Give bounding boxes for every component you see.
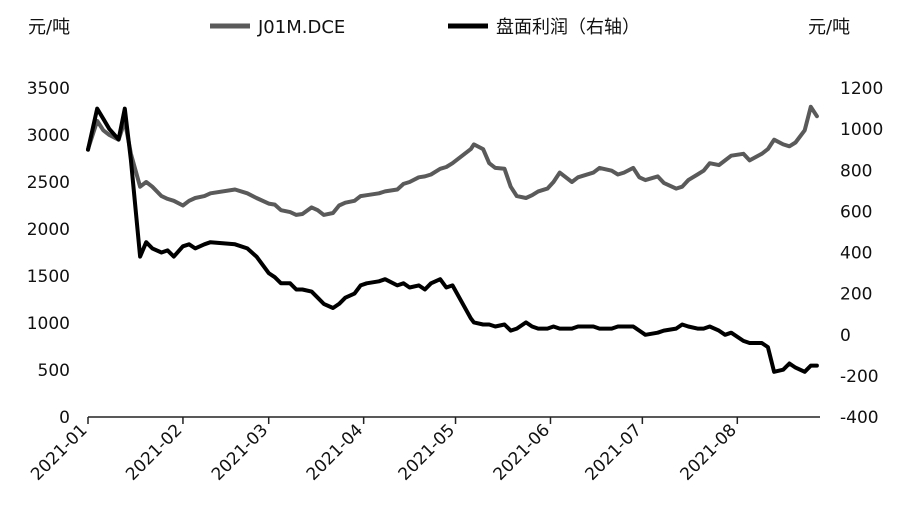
right-tick-label: 600 [840,202,872,222]
right-tick-label: -400 [840,408,879,428]
left-tick-label: 500 [38,361,70,381]
right-tick-label: 200 [840,285,872,305]
left-tick-label: 2500 [27,173,70,193]
legend-label-j01m: J01M.DCE [257,17,345,38]
x-tick-label: 2021-03 [208,420,272,484]
series-layer [86,104,819,374]
right-tick-label: -200 [840,367,879,387]
right-axis-unit: 元/吨 [808,17,850,38]
x-tick-label: 2021-07 [582,420,646,484]
x-tick-label: 2021-05 [395,420,459,484]
left-tick-label: 2000 [27,220,70,240]
x-tick-label: 2021-08 [676,420,740,484]
legend: J01M.DCE 盘面利润（右轴） [210,17,640,38]
series-line-profit [86,106,819,374]
x-tick-label: 2021-04 [303,420,367,484]
axes: 2021-01 2021-02 2021-03 2021-04 2021-05 2021-… [27,79,884,485]
x-tick-label: 2021-02 [122,420,186,484]
left-axis-unit: 元/吨 [28,17,70,38]
left-tick-label: 3000 [27,126,70,146]
right-tick-label: 800 [840,161,872,181]
right-tick-label: 1200 [840,79,883,99]
right-tick-label: 1000 [840,120,883,140]
x-tick-label: 2021-06 [490,420,554,484]
left-tick-label: 0 [59,408,70,428]
legend-label-profit: 盘面利润（右轴） [496,17,640,38]
right-tick-label: 0 [840,326,851,346]
left-tick-label: 3500 [27,79,70,99]
x-tick-label: 2021-01 [27,420,91,484]
series-line-j01m [86,104,819,217]
right-tick-label: 400 [840,244,872,264]
left-tick-label: 1000 [27,314,70,334]
left-tick-label: 1500 [27,267,70,287]
